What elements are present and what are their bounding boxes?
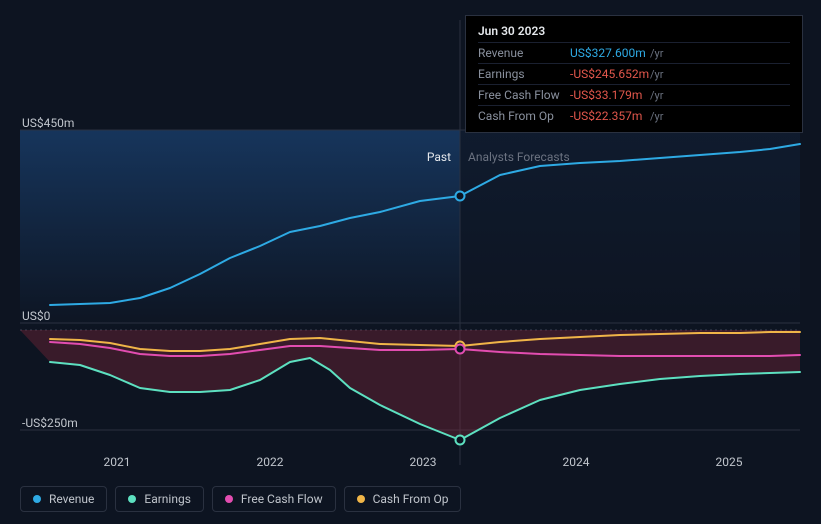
forecast-label: Analysts Forecasts <box>468 150 570 164</box>
tooltip-value: -US$245.652m <box>570 67 650 81</box>
x-axis-label: 2025 <box>716 455 743 469</box>
tooltip-date: Jun 30 2023 <box>478 24 790 38</box>
legend-item-revenue[interactable]: Revenue <box>20 486 107 512</box>
y-axis-label: US$0 <box>22 309 50 323</box>
legend-label: Free Cash Flow <box>241 492 323 506</box>
legend-item-earnings[interactable]: Earnings <box>115 486 204 512</box>
chart-marker <box>456 436 465 445</box>
tooltip-value: -US$22.357m <box>570 109 650 123</box>
legend-dot <box>357 495 365 503</box>
tooltip-label: Free Cash Flow <box>478 88 570 102</box>
tooltip-unit: /yr <box>650 47 663 60</box>
x-axis-label: 2024 <box>563 455 590 469</box>
chart-marker <box>456 192 465 201</box>
tooltip-value: US$327.600m <box>570 46 650 60</box>
x-axis-label: 2021 <box>104 455 131 469</box>
legend-item-fcf[interactable]: Free Cash Flow <box>212 486 336 512</box>
tooltip-row: Free Cash Flow-US$33.179m/yr <box>478 84 790 105</box>
past-label: Past <box>427 150 451 164</box>
tooltip-unit: /yr <box>650 89 663 102</box>
tooltip-unit: /yr <box>650 110 663 123</box>
legend-label: Earnings <box>144 492 191 506</box>
tooltip-label: Earnings <box>478 67 570 81</box>
y-axis-label: -US$250m <box>22 416 78 430</box>
tooltip-row: RevenueUS$327.600m/yr <box>478 42 790 63</box>
legend-label: Cash From Op <box>373 492 449 506</box>
legend-dot <box>128 495 136 503</box>
chart-marker <box>456 345 465 354</box>
tooltip-value: -US$33.179m <box>570 88 650 102</box>
x-axis-label: 2022 <box>257 455 284 469</box>
tooltip-label: Cash From Op <box>478 109 570 123</box>
tooltip: Jun 30 2023 RevenueUS$327.600m/yrEarning… <box>465 15 803 133</box>
chart-container: US$450m US$0 -US$250m 2021 2022 2023 2024 2025… <box>0 0 821 524</box>
x-axis-label: 2023 <box>410 455 437 469</box>
y-axis-label: US$450m <box>22 116 74 130</box>
legend-label: Revenue <box>49 492 94 506</box>
tooltip-row: Earnings-US$245.652m/yr <box>478 63 790 84</box>
legend-dot <box>33 495 41 503</box>
legend: Revenue Earnings Free Cash Flow Cash From O… <box>20 486 461 512</box>
legend-item-cfo[interactable]: Cash From Op <box>344 486 462 512</box>
legend-dot <box>225 495 233 503</box>
tooltip-row: Cash From Op-US$22.357m/yr <box>478 105 790 126</box>
tooltip-unit: /yr <box>650 68 663 81</box>
tooltip-label: Revenue <box>478 46 570 60</box>
